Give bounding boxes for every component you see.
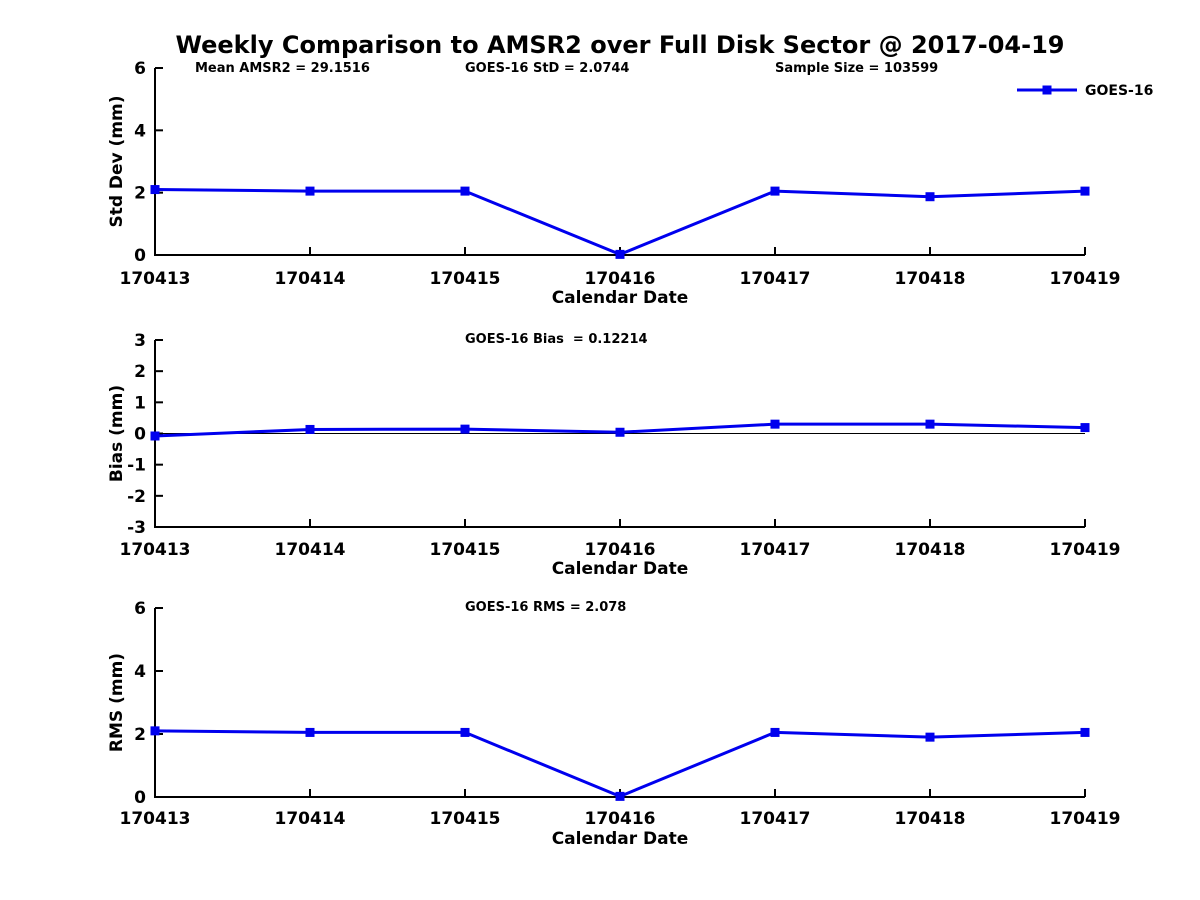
- series-line: [153, 729, 1087, 798]
- y-tick-label: -3: [127, 518, 146, 538]
- annotation-text: GOES-16 RMS = 2.078: [465, 600, 626, 615]
- y-tick-label: 4: [134, 662, 146, 682]
- y-tick-label: 1: [134, 393, 146, 413]
- x-axis-label: Calendar Date: [552, 829, 689, 849]
- x-tick-label: 170415: [430, 809, 501, 829]
- y-axis-label: RMS (mm): [107, 653, 127, 752]
- data-point-marker: [925, 732, 935, 742]
- x-tick-label: 170419: [1050, 540, 1121, 560]
- y-axis-label: Bias (mm): [107, 385, 127, 482]
- data-point-marker: [615, 249, 625, 259]
- axes-spines: [154, 608, 1085, 798]
- y-axis-label: Std Dev (mm): [107, 95, 127, 227]
- y-tick-label: 0: [134, 788, 146, 808]
- y-tick-label: 6: [134, 599, 146, 619]
- data-point-marker: [615, 791, 625, 801]
- y-tick-label: 0: [134, 425, 146, 445]
- y-tick-label: 3: [134, 331, 146, 351]
- data-point-marker: [150, 431, 160, 441]
- x-tick-label: 170414: [275, 269, 346, 289]
- y-tick-label: 2: [134, 725, 146, 745]
- data-point-marker: [305, 186, 315, 196]
- x-tick-label: 170414: [275, 809, 346, 829]
- x-tick-label: 170418: [895, 540, 966, 560]
- axes-spines: [154, 68, 1085, 256]
- x-tick-label: 170414: [275, 540, 346, 560]
- data-point-marker: [925, 192, 935, 202]
- data-point-marker: [150, 185, 160, 195]
- x-tick-label: 170413: [120, 269, 191, 289]
- x-tick-label: 170417: [740, 540, 811, 560]
- subplot-3: 0 2 4 6 170413 170414 170415 170416 170417 170418…: [107, 599, 1120, 849]
- x-tick-label: 170416: [585, 540, 656, 560]
- y-tick-label: 2: [134, 184, 146, 204]
- data-point-marker: [770, 419, 780, 429]
- series-line: [153, 188, 1087, 256]
- x-tick-label: 170417: [740, 809, 811, 829]
- x-tick-label: 170415: [430, 540, 501, 560]
- x-tick-label: 170417: [740, 269, 811, 289]
- data-point-marker: [1080, 423, 1090, 433]
- data-point-marker: [1080, 727, 1090, 737]
- y-tick-label: 0: [134, 246, 146, 266]
- legend: GOES-16: [1017, 83, 1153, 99]
- y-tick-label: -2: [127, 487, 146, 507]
- data-point-marker: [615, 427, 625, 437]
- x-tick-label: 170416: [585, 809, 656, 829]
- data-point-marker: [460, 186, 470, 196]
- data-point-marker: [305, 424, 315, 434]
- data-point-marker: [150, 726, 160, 736]
- x-axis-label: Calendar Date: [552, 288, 689, 308]
- data-point-marker: [305, 727, 315, 737]
- y-tick-label: 4: [134, 121, 146, 141]
- annotation-text: Mean AMSR2 = 29.1516: [195, 61, 370, 76]
- x-tick-label: 170415: [430, 269, 501, 289]
- x-tick-label: 170419: [1050, 269, 1121, 289]
- x-tick-label: 170416: [585, 269, 656, 289]
- data-point-marker: [770, 727, 780, 737]
- legend-marker: [1042, 85, 1052, 95]
- x-tick-label: 170419: [1050, 809, 1121, 829]
- figure-title: Weekly Comparison to AMSR2 over Full Dis…: [176, 31, 1065, 59]
- data-point-marker: [925, 419, 935, 429]
- x-tick-label: 170418: [895, 809, 966, 829]
- y-tick-label: 2: [134, 362, 146, 382]
- x-tick-label: 170413: [120, 540, 191, 560]
- x-axis-label: Calendar Date: [552, 559, 689, 579]
- annotation-text: GOES-16 StD = 2.0744: [465, 61, 629, 76]
- y-tick-label: 6: [134, 59, 146, 79]
- x-tick-label: 170418: [895, 269, 966, 289]
- data-point-marker: [1080, 186, 1090, 196]
- data-point-marker: [460, 727, 470, 737]
- subplot-2: -3 -2 -1 0 1 2 3 170413 170414 170415 170416 170417…: [107, 331, 1120, 579]
- data-point-marker: [460, 424, 470, 434]
- x-tick-label: 170413: [120, 809, 191, 829]
- legend-label: GOES-16: [1085, 83, 1153, 99]
- subplot-1: 0 2 4 6 170413 170414 170415 170416 170417 170418…: [107, 31, 1153, 308]
- data-point-marker: [770, 186, 780, 196]
- y-tick-label: -1: [127, 456, 146, 476]
- annotation-text: Sample Size = 103599: [775, 61, 938, 76]
- annotation-text: GOES-16 Bias = 0.12214: [465, 332, 648, 347]
